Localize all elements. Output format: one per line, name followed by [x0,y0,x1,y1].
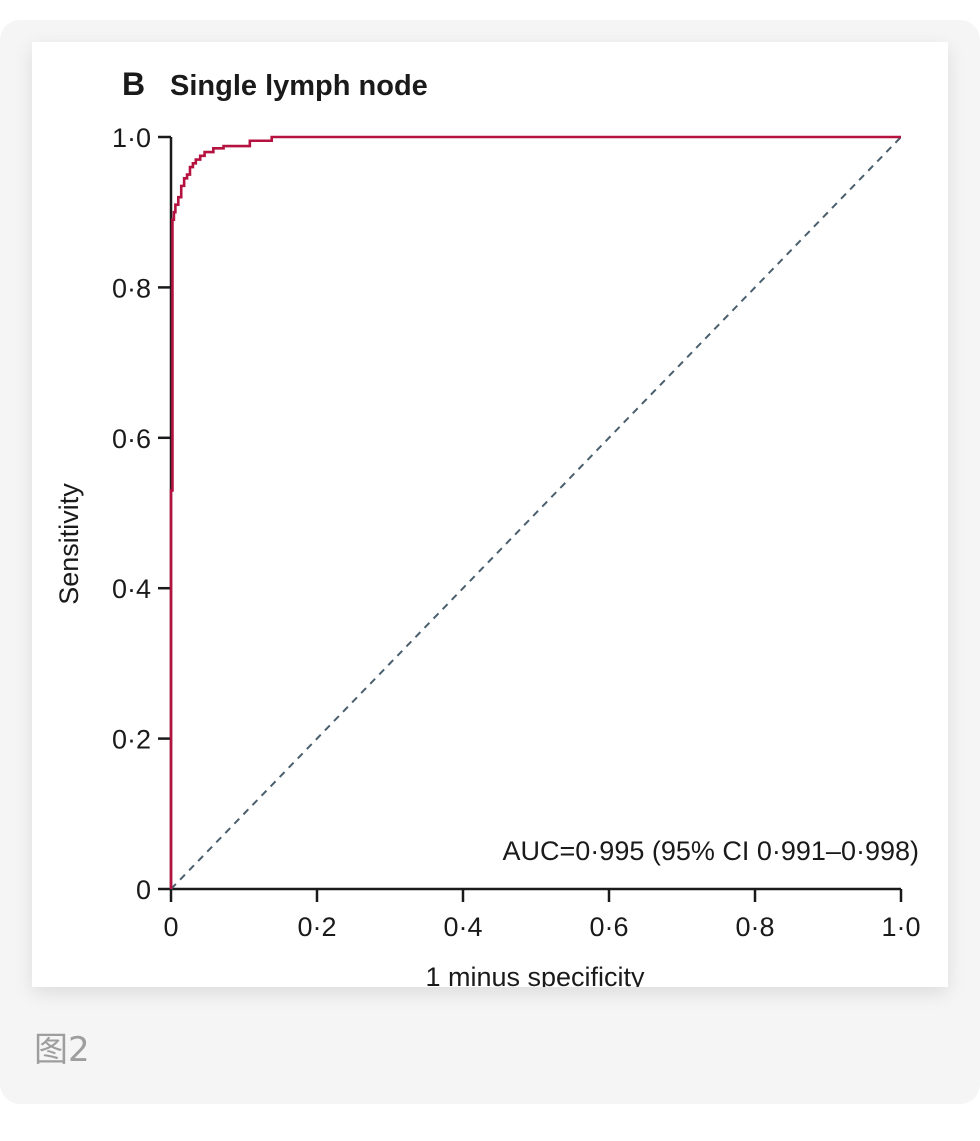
x-tick-label: 0·2 [297,912,336,942]
reference-diagonal-line [170,136,902,890]
x-tick-label: 1·0 [881,912,920,942]
plot-area: 0 0·2 0·4 0·6 0·8 1·0 0 0·2 0·4 0·6 0·8 1·0 [112,123,921,942]
y-tick-label: 0·4 [112,574,151,604]
y-tick-label: 0·6 [112,424,151,454]
x-tick-label: 0·4 [443,912,482,942]
chart-title: Single lymph node [170,70,428,102]
panel-label: B [122,66,145,102]
y-tick-label: 0·8 [112,273,151,303]
y-axis-label: Sensitivity [54,483,84,605]
auc-annotation: AUC=0·995 (95% CI 0·991–0·998) [503,836,919,866]
figure-container: B Single lymph node Sensitivity 1 minus … [0,20,980,1104]
figure-caption: 图2 [34,1030,90,1070]
roc-curve-line [169,135,901,889]
x-tick-label: 0 [163,912,178,942]
x-tick-label: 0·8 [735,912,774,942]
y-tick-label: 0 [136,875,151,905]
y-tick-label: 0·2 [112,725,151,755]
x-tick-label: 0·6 [589,912,628,942]
x-axis-label: 1 minus specificity [425,962,645,987]
roc-chart: B Single lymph node Sensitivity 1 minus … [54,66,921,987]
chart-card: B Single lymph node Sensitivity 1 minus … [32,42,948,987]
y-tick-label: 1·0 [112,123,151,153]
